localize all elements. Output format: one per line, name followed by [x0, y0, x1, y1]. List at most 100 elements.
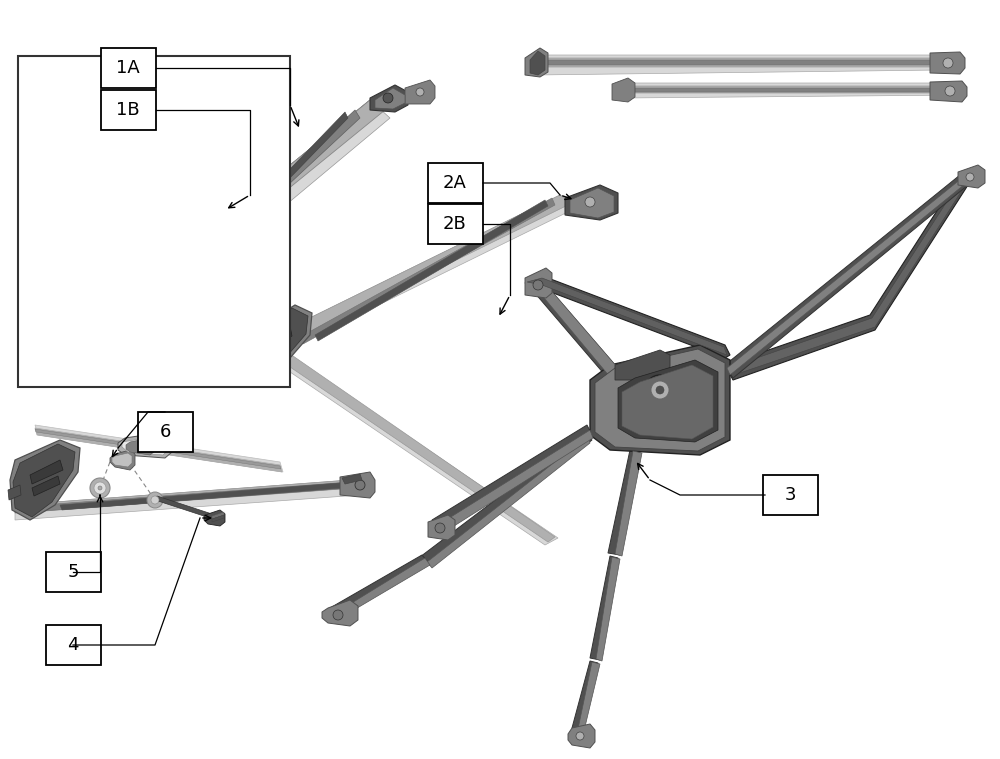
Polygon shape [528, 278, 615, 375]
Polygon shape [75, 100, 390, 360]
Polygon shape [13, 444, 75, 517]
Polygon shape [527, 278, 727, 355]
Polygon shape [75, 100, 370, 348]
Polygon shape [578, 662, 600, 731]
Polygon shape [427, 436, 590, 568]
Polygon shape [265, 195, 578, 352]
Polygon shape [620, 83, 963, 98]
Polygon shape [420, 432, 592, 565]
FancyBboxPatch shape [100, 48, 156, 88]
Polygon shape [618, 360, 718, 442]
FancyBboxPatch shape [46, 552, 100, 592]
Polygon shape [15, 480, 355, 513]
Polygon shape [590, 556, 618, 660]
Polygon shape [38, 300, 105, 365]
Circle shape [98, 486, 102, 490]
Polygon shape [265, 326, 292, 350]
Polygon shape [725, 175, 968, 380]
Polygon shape [622, 365, 713, 439]
Circle shape [333, 610, 343, 620]
Text: 6: 6 [159, 423, 171, 441]
Circle shape [651, 381, 669, 399]
Polygon shape [155, 496, 212, 518]
Polygon shape [530, 51, 545, 75]
Circle shape [94, 482, 106, 494]
FancyBboxPatch shape [100, 90, 156, 130]
Polygon shape [75, 100, 385, 352]
Polygon shape [118, 432, 172, 458]
FancyBboxPatch shape [428, 204, 482, 244]
Circle shape [383, 93, 393, 103]
Polygon shape [623, 88, 961, 92]
FancyBboxPatch shape [46, 625, 100, 665]
Polygon shape [428, 515, 455, 540]
Polygon shape [322, 600, 358, 626]
Polygon shape [110, 110, 360, 346]
Polygon shape [565, 185, 618, 220]
Polygon shape [8, 485, 21, 500]
Polygon shape [525, 275, 730, 358]
Polygon shape [212, 512, 224, 519]
Polygon shape [15, 480, 360, 520]
Circle shape [533, 280, 543, 290]
Polygon shape [10, 440, 80, 520]
Polygon shape [535, 281, 618, 377]
Polygon shape [370, 85, 408, 112]
Polygon shape [728, 178, 966, 376]
Text: 1B: 1B [116, 101, 140, 119]
Polygon shape [212, 515, 224, 522]
Polygon shape [620, 86, 961, 93]
Polygon shape [112, 453, 132, 467]
Text: 4: 4 [67, 636, 79, 654]
Polygon shape [525, 268, 552, 298]
Polygon shape [438, 430, 593, 533]
Circle shape [576, 732, 584, 740]
Circle shape [147, 492, 163, 508]
Polygon shape [268, 347, 555, 542]
Polygon shape [204, 510, 225, 526]
Polygon shape [342, 474, 362, 484]
Polygon shape [405, 80, 435, 104]
Polygon shape [122, 436, 168, 455]
Polygon shape [595, 349, 725, 451]
Polygon shape [240, 336, 258, 352]
Text: 1A: 1A [116, 59, 140, 77]
Polygon shape [58, 314, 83, 335]
Polygon shape [15, 482, 352, 513]
Polygon shape [245, 305, 312, 368]
Polygon shape [570, 188, 614, 218]
Circle shape [416, 88, 424, 96]
Polygon shape [44, 304, 100, 364]
Circle shape [943, 58, 953, 68]
Text: 2B: 2B [443, 215, 467, 233]
Polygon shape [525, 48, 548, 77]
Polygon shape [596, 557, 620, 661]
Circle shape [151, 496, 159, 504]
Polygon shape [35, 428, 282, 472]
Polygon shape [340, 472, 375, 498]
Polygon shape [568, 724, 595, 748]
Circle shape [435, 523, 445, 533]
Polygon shape [126, 438, 155, 455]
Polygon shape [590, 345, 730, 455]
Polygon shape [533, 60, 937, 65]
Polygon shape [250, 308, 308, 365]
Polygon shape [612, 78, 635, 102]
Polygon shape [60, 302, 90, 321]
Text: 5: 5 [67, 563, 79, 581]
Circle shape [355, 480, 365, 490]
Polygon shape [337, 558, 430, 617]
Polygon shape [30, 460, 63, 484]
Polygon shape [930, 52, 965, 74]
Circle shape [585, 197, 595, 207]
Polygon shape [265, 195, 572, 348]
Circle shape [645, 375, 675, 405]
Circle shape [656, 386, 664, 394]
Polygon shape [300, 198, 555, 344]
Polygon shape [35, 425, 283, 472]
Polygon shape [530, 58, 937, 67]
Text: 3: 3 [784, 486, 796, 504]
Polygon shape [725, 175, 968, 378]
Polygon shape [375, 88, 405, 109]
Circle shape [945, 86, 955, 96]
